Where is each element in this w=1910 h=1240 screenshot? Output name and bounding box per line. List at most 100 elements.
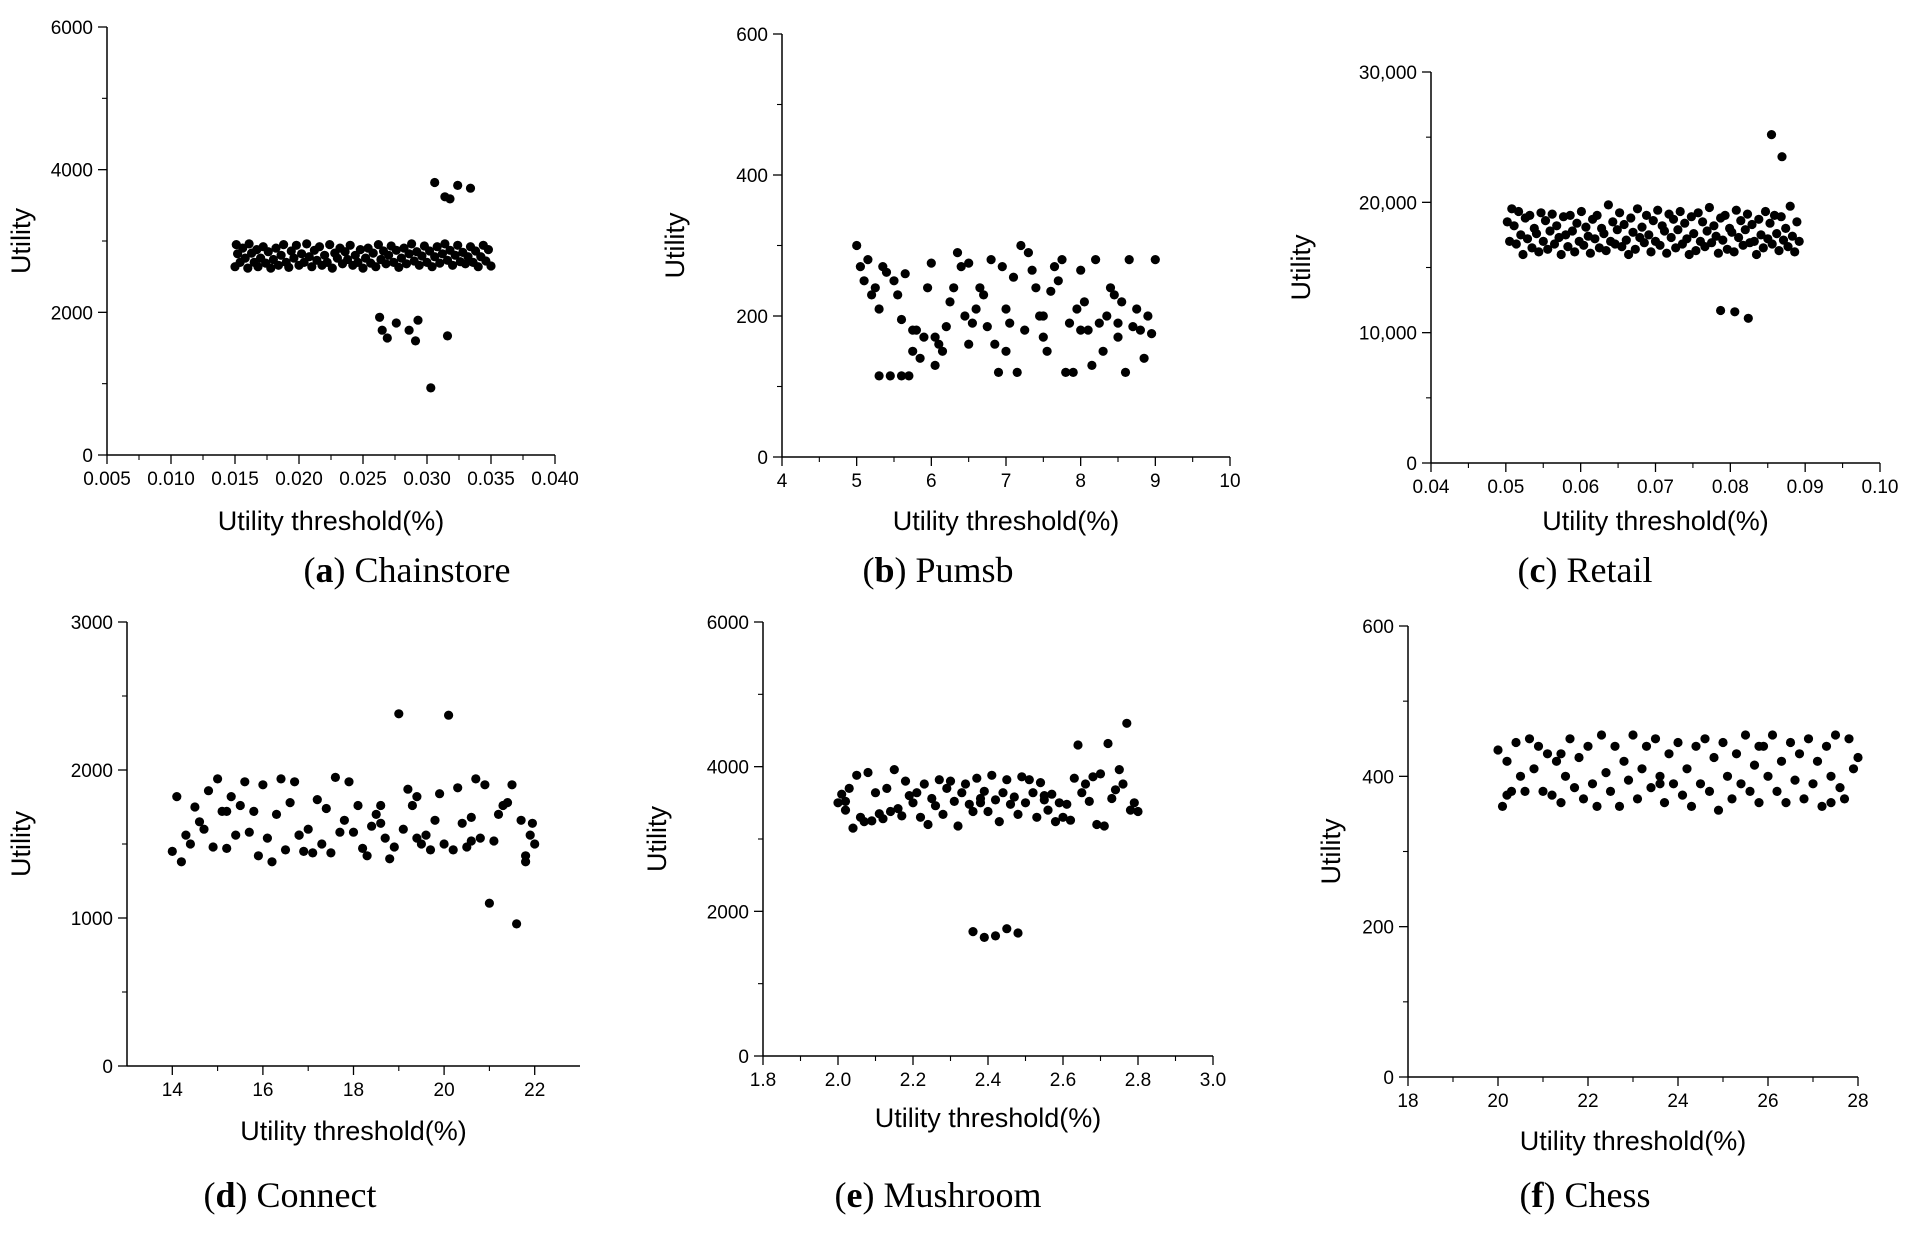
data-point	[502, 798, 513, 808]
panel-caption: (b) Pumsb	[862, 550, 1013, 590]
data-point	[1713, 805, 1724, 815]
panel-caption: (a) Chainstore	[304, 550, 511, 590]
data-point	[1105, 283, 1116, 293]
data-point	[960, 311, 970, 321]
y-axis-title: Utility	[6, 811, 36, 877]
data-point	[1103, 738, 1113, 749]
caption-dataset: Mushroom	[883, 1175, 1041, 1215]
y-tick-label: 200	[1362, 918, 1394, 939]
x-tick-label: 0.005	[83, 469, 131, 490]
data-point	[262, 833, 272, 843]
data-point	[855, 262, 866, 272]
data-point	[1563, 242, 1573, 252]
data-point	[1543, 244, 1553, 254]
data-point	[1565, 210, 1575, 220]
data-point	[371, 262, 381, 272]
data-point	[511, 919, 522, 929]
data-point	[453, 783, 463, 793]
x-tick-label: 0.010	[147, 469, 195, 490]
data-point	[863, 255, 873, 265]
data-point	[432, 242, 442, 252]
data-point	[1057, 255, 1067, 265]
caption-letter: a	[316, 550, 334, 590]
data-point	[1569, 783, 1580, 793]
data-point	[1844, 734, 1854, 744]
x-tick-label: 1.8	[750, 1070, 776, 1091]
data-point	[1076, 265, 1086, 275]
data-point	[373, 240, 383, 250]
data-point	[1534, 247, 1544, 257]
data-point	[1540, 216, 1551, 226]
data-point	[448, 260, 458, 270]
data-point	[968, 806, 978, 817]
data-point	[448, 845, 458, 855]
data-point	[1129, 798, 1139, 808]
data-point	[1068, 367, 1078, 377]
data-point	[919, 332, 929, 342]
data-point	[945, 297, 955, 307]
data-point	[1673, 737, 1683, 748]
data-point	[852, 770, 862, 780]
x-tick-label: 20	[434, 1080, 455, 1101]
data-point	[1601, 768, 1611, 778]
data-point	[1005, 799, 1016, 809]
data-point	[994, 817, 1004, 827]
data-point	[1783, 242, 1793, 252]
scatter-panel-a: 0.005 0.010 0.015 0.020 0.025 0.030 0.035 0.040…	[6, 18, 579, 590]
y-tick-label: 400	[736, 166, 768, 187]
data-point	[1527, 243, 1537, 253]
data-point	[1790, 775, 1800, 785]
data-point	[1619, 219, 1629, 230]
data-point	[1054, 798, 1064, 808]
data-point	[249, 806, 259, 817]
x-tick-label: 0.10	[1862, 477, 1899, 498]
data-point	[979, 786, 989, 796]
y-tick-label: 0	[757, 448, 768, 469]
data-point	[312, 795, 322, 805]
data-point	[437, 249, 447, 259]
data-point	[176, 857, 186, 867]
data-point	[1529, 764, 1539, 774]
data-point	[1659, 226, 1670, 236]
data-point	[972, 773, 982, 783]
data-point	[942, 783, 952, 794]
data-point	[889, 276, 899, 286]
data-point	[1110, 785, 1121, 795]
x-tick-label: 16	[252, 1080, 273, 1101]
data-point	[938, 809, 948, 820]
y-tick-label: 600	[736, 25, 768, 46]
data-point	[1031, 283, 1041, 293]
data-point	[1522, 234, 1533, 244]
data-point	[279, 240, 289, 250]
data-point	[493, 809, 504, 820]
x-axis-title: Utility threshold(%)	[240, 1116, 467, 1146]
data-point	[1718, 235, 1728, 245]
data-point	[290, 777, 300, 787]
data-point	[1049, 262, 1060, 272]
data-point	[394, 262, 404, 272]
data-point	[235, 800, 245, 811]
data-point	[930, 360, 940, 370]
y-tick-label: 2000	[71, 761, 113, 782]
data-point	[1648, 216, 1658, 226]
data-point	[1758, 243, 1768, 253]
data-point	[335, 827, 345, 837]
scatter-panel-f: 18 20 22 24 26 28 0 200 400 600 Utility threshold(…	[1316, 617, 1869, 1215]
data-point	[1826, 798, 1836, 808]
data-point	[1125, 805, 1136, 815]
data-point	[381, 259, 391, 269]
data-point	[1117, 297, 1127, 307]
data-point	[426, 383, 436, 393]
data-point	[1659, 798, 1670, 808]
x-tick-label: 0.020	[275, 469, 323, 490]
data-point	[1570, 247, 1580, 257]
data-point	[1821, 741, 1832, 751]
data-point	[457, 818, 467, 828]
x-tick-label: 22	[1577, 1091, 1598, 1112]
data-point	[453, 240, 463, 250]
x-axis-title: Utility threshold(%)	[893, 506, 1120, 536]
data-point	[1516, 230, 1526, 240]
data-point	[263, 247, 273, 257]
data-point	[304, 252, 314, 262]
data-point	[266, 263, 276, 273]
